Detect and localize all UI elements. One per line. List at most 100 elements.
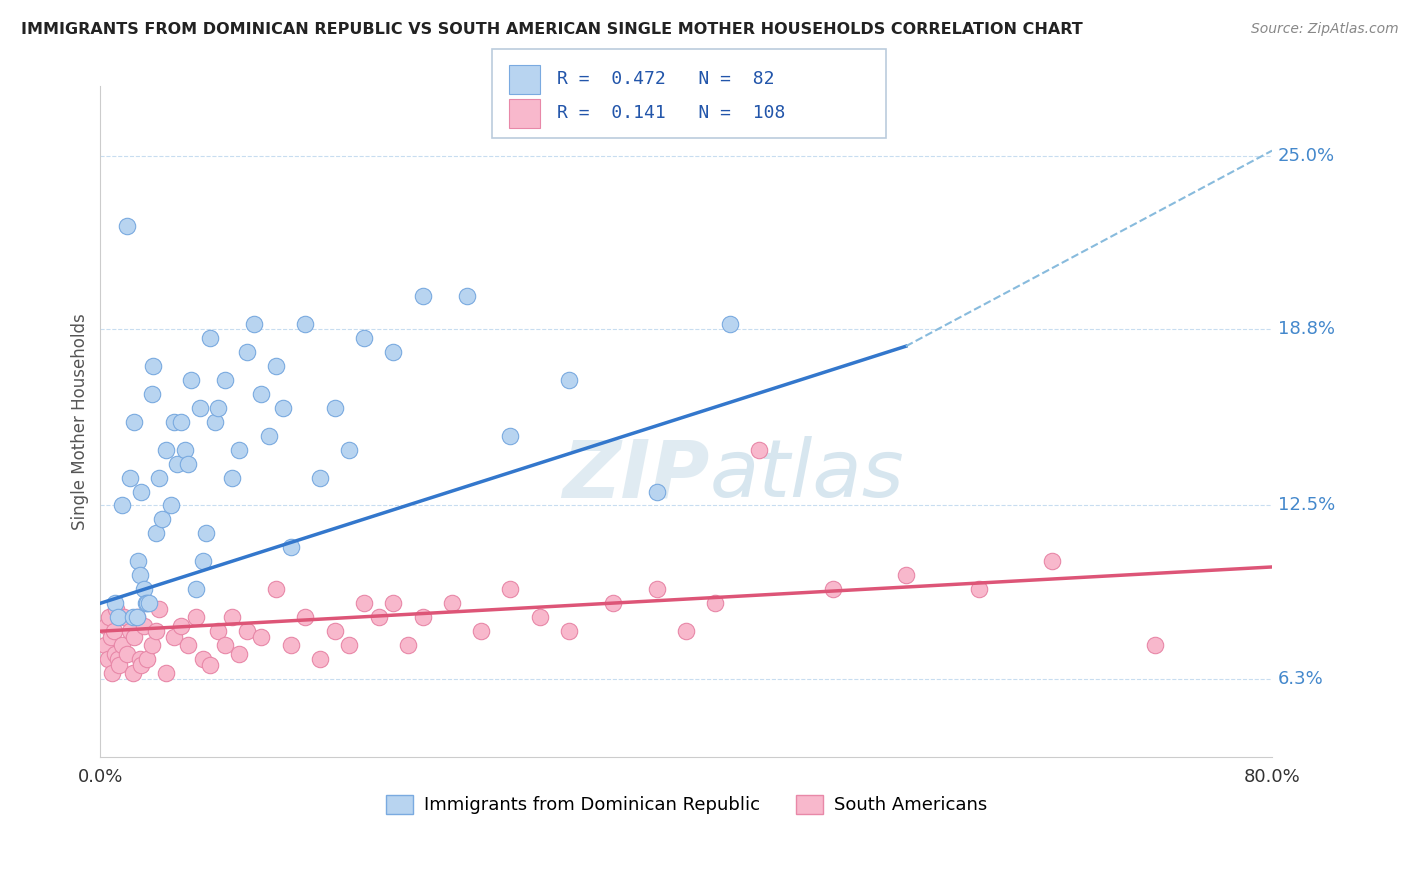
Immigrants from Dominican Republic: [214, 373, 236, 387]
Immigrants from Dominican Republic: [107, 610, 129, 624]
South Americans: [93, 638, 115, 652]
Text: R =  0.141   N =  108: R = 0.141 N = 108: [557, 104, 785, 122]
Immigrants from Dominican Republic: [718, 317, 741, 331]
Immigrants from Dominican Republic: [166, 457, 188, 471]
South Americans: [214, 638, 236, 652]
South Americans: [148, 602, 170, 616]
Immigrants from Dominican Republic: [250, 386, 273, 401]
Immigrants from Dominican Republic: [191, 554, 214, 568]
South Americans: [821, 582, 844, 597]
South Americans: [323, 624, 346, 639]
Immigrants from Dominican Republic: [159, 499, 181, 513]
Immigrants from Dominican Republic: [155, 442, 177, 457]
Immigrants from Dominican Republic: [141, 386, 163, 401]
Text: 18.8%: 18.8%: [1278, 320, 1334, 338]
South Americans: [645, 582, 668, 597]
South Americans: [103, 624, 125, 639]
Immigrants from Dominican Republic: [177, 457, 200, 471]
South Americans: [294, 610, 316, 624]
South Americans: [162, 630, 184, 644]
South Americans: [1143, 638, 1166, 652]
Immigrants from Dominican Republic: [257, 428, 280, 442]
Immigrants from Dominican Republic: [280, 541, 302, 555]
Immigrants from Dominican Republic: [111, 499, 134, 513]
South Americans: [250, 630, 273, 644]
Immigrants from Dominican Republic: [323, 401, 346, 415]
South Americans: [97, 652, 120, 666]
South Americans: [131, 657, 153, 672]
Text: R =  0.472   N =  82: R = 0.472 N = 82: [557, 70, 775, 88]
South Americans: [100, 630, 122, 644]
South Americans: [121, 666, 143, 681]
Immigrants from Dominican Republic: [142, 359, 165, 373]
South Americans: [221, 610, 243, 624]
South Americans: [228, 647, 250, 661]
South Americans: [118, 624, 141, 639]
South Americans: [558, 624, 581, 639]
South Americans: [134, 618, 156, 632]
South Americans: [236, 624, 259, 639]
Immigrants from Dominican Republic: [128, 568, 150, 582]
South Americans: [104, 647, 127, 661]
Immigrants from Dominican Republic: [122, 415, 145, 429]
Immigrants from Dominican Republic: [499, 428, 522, 442]
South Americans: [98, 610, 121, 624]
South Americans: [967, 582, 990, 597]
Legend: Immigrants from Dominican Republic, South Americans: Immigrants from Dominican Republic, Sout…: [378, 788, 994, 822]
South Americans: [96, 618, 118, 632]
South Americans: [207, 624, 229, 639]
South Americans: [396, 638, 419, 652]
Immigrants from Dominican Republic: [412, 289, 434, 303]
Immigrants from Dominican Republic: [170, 415, 193, 429]
South Americans: [107, 652, 129, 666]
Text: 25.0%: 25.0%: [1278, 147, 1336, 165]
South Americans: [112, 610, 135, 624]
Immigrants from Dominican Republic: [382, 344, 405, 359]
Immigrants from Dominican Republic: [236, 344, 259, 359]
South Americans: [122, 630, 145, 644]
Immigrants from Dominican Republic: [456, 289, 478, 303]
Immigrants from Dominican Republic: [115, 219, 138, 233]
Immigrants from Dominican Republic: [294, 317, 316, 331]
South Americans: [280, 638, 302, 652]
South Americans: [309, 652, 332, 666]
Y-axis label: Single Mother Households: Single Mother Households: [72, 313, 89, 530]
Immigrants from Dominican Republic: [558, 373, 581, 387]
South Americans: [177, 638, 200, 652]
Immigrants from Dominican Republic: [121, 610, 143, 624]
South Americans: [470, 624, 492, 639]
South Americans: [894, 568, 917, 582]
Immigrants from Dominican Republic: [645, 484, 668, 499]
South Americans: [128, 652, 150, 666]
Immigrants from Dominican Republic: [273, 401, 295, 415]
Immigrants from Dominican Republic: [204, 415, 226, 429]
Immigrants from Dominican Republic: [221, 470, 243, 484]
Immigrants from Dominican Republic: [264, 359, 287, 373]
South Americans: [704, 596, 727, 610]
Immigrants from Dominican Republic: [136, 596, 159, 610]
Immigrants from Dominican Republic: [337, 442, 360, 457]
South Americans: [200, 657, 222, 672]
South Americans: [264, 582, 287, 597]
South Americans: [191, 652, 214, 666]
South Americans: [499, 582, 522, 597]
South Americans: [170, 618, 193, 632]
Immigrants from Dominican Republic: [353, 331, 375, 345]
South Americans: [1040, 554, 1063, 568]
Immigrants from Dominican Republic: [135, 596, 157, 610]
South Americans: [748, 442, 770, 457]
Immigrants from Dominican Republic: [207, 401, 229, 415]
Immigrants from Dominican Republic: [228, 442, 250, 457]
South Americans: [367, 610, 389, 624]
Text: Source: ZipAtlas.com: Source: ZipAtlas.com: [1251, 22, 1399, 37]
Immigrants from Dominican Republic: [138, 596, 160, 610]
South Americans: [529, 610, 551, 624]
South Americans: [141, 638, 163, 652]
South Americans: [675, 624, 697, 639]
Immigrants from Dominican Republic: [200, 331, 222, 345]
South Americans: [115, 647, 138, 661]
South Americans: [337, 638, 360, 652]
Immigrants from Dominican Republic: [134, 582, 156, 597]
Text: atlas: atlas: [710, 436, 904, 515]
Immigrants from Dominican Republic: [180, 373, 202, 387]
